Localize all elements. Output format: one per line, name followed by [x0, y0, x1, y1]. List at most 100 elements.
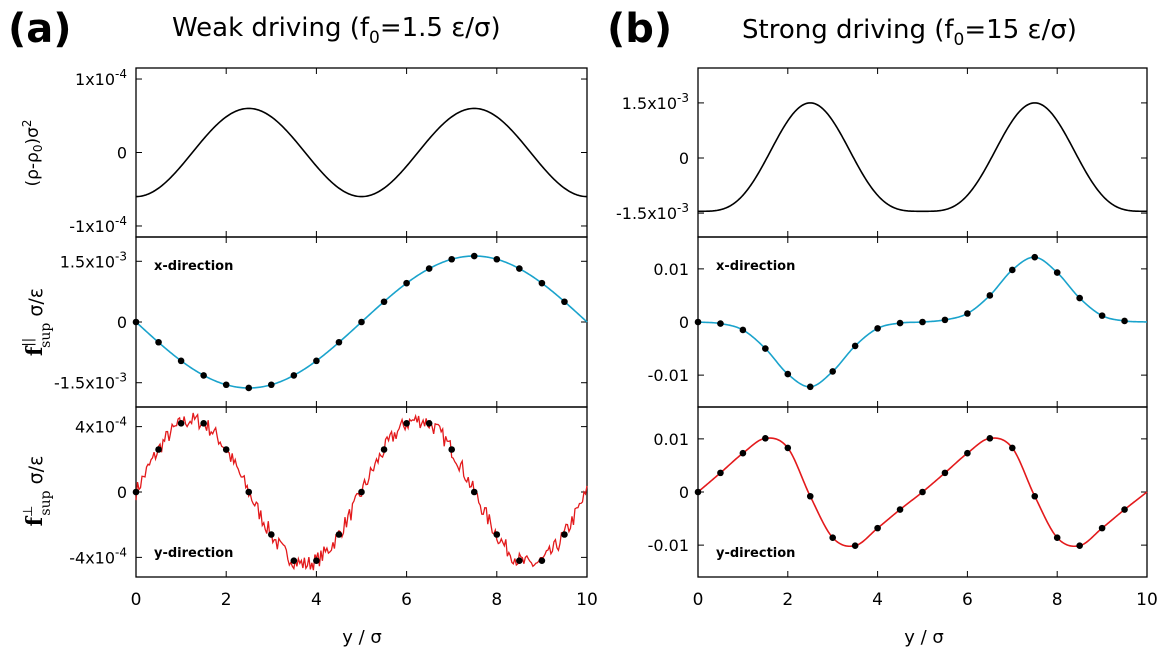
data-point-b-perp-14	[1009, 444, 1016, 452]
ytick-label-a-parallel-1: 0	[117, 313, 127, 332]
data-point-b-perp-19	[1121, 506, 1128, 513]
data-point-a-perp-2	[177, 420, 185, 427]
annotation-b-perp: y-direction	[716, 546, 795, 561]
data-point-a-parallel-9	[335, 338, 343, 346]
data-point-a-parallel-12	[403, 279, 410, 287]
data-point-b-perp-15	[1031, 492, 1039, 500]
xtick-label-b-1: 2	[782, 590, 793, 610]
ytick-label-a-perp-2: -4x10-4	[69, 545, 127, 567]
data-point-b-parallel-14	[1009, 266, 1016, 274]
data-point-b-perp-3	[762, 435, 769, 442]
data-point-b-perp-4	[784, 444, 792, 452]
data-point-a-perp-0	[132, 488, 140, 496]
data-point-b-perp-10	[919, 488, 926, 496]
ytick-label-b-perp-0: 0.01	[653, 430, 689, 449]
data-point-b-perp-18	[1098, 524, 1106, 532]
data-point-b-perp-2	[739, 449, 747, 457]
ytick-label-b-perp-1: 0	[679, 483, 689, 502]
data-point-a-perp-14	[448, 446, 456, 453]
data-point-a-parallel-1	[155, 338, 162, 346]
data-point-a-parallel-7	[290, 372, 298, 379]
data-point-b-parallel-17	[1076, 294, 1083, 302]
data-point-b-parallel-3	[762, 345, 769, 352]
series-line-b-density	[698, 102, 1147, 213]
panel-letter-b: (b)	[607, 6, 672, 52]
xtick-label-a-1: 2	[221, 590, 232, 610]
data-point-a-parallel-6	[268, 381, 275, 389]
data-point-a-parallel-5	[245, 384, 253, 392]
ylabel-parallel: f|| sup σ/ε	[21, 288, 54, 356]
xtick-label-b-2: 4	[872, 590, 883, 610]
data-point-b-perp-5	[806, 492, 814, 500]
data-point-a-perp-11	[380, 446, 388, 453]
data-point-b-parallel-13	[986, 292, 994, 299]
data-point-b-parallel-8	[874, 325, 881, 332]
ytick-label-a-density-2: -1x10-4	[69, 214, 127, 236]
data-point-a-parallel-19	[561, 298, 568, 306]
data-point-b-parallel-2	[739, 326, 747, 334]
panel-title-b: Strong driving (f0=15 ε/σ)	[742, 15, 1077, 50]
data-point-b-parallel-19	[1121, 317, 1128, 325]
ytick-label-b-parallel-2: -0.01	[648, 366, 689, 385]
data-point-a-parallel-10	[358, 318, 365, 326]
data-point-a-parallel-16	[493, 255, 501, 263]
data-point-b-perp-7	[851, 542, 859, 549]
ylabel-density: (ρ-ρ0)σ2	[20, 119, 45, 186]
annotation-a-parallel: x-direction	[154, 259, 233, 274]
data-point-b-perp-1	[717, 469, 724, 477]
series-line-a-density	[135, 107, 588, 198]
data-point-b-perp-9	[896, 506, 904, 513]
data-point-b-parallel-7	[851, 342, 859, 350]
xtick-label-a-2: 4	[311, 590, 322, 610]
data-point-b-parallel-11	[941, 316, 949, 324]
data-point-b-parallel-5	[806, 383, 814, 391]
xtick-label-a-4: 8	[491, 590, 502, 610]
data-point-a-perp-15	[470, 488, 478, 496]
ytick-label-a-density-1: 0	[117, 144, 127, 163]
data-point-b-perp-12	[964, 449, 971, 457]
plot-area: 1x10-4 0 -1x10-4 1.5x10-3 0 -1.5x10-3 x-direct…	[54, 67, 1158, 610]
data-point-a-perp-17	[516, 557, 523, 564]
data-point-a-perp-16	[493, 531, 501, 538]
data-point-b-perp-6	[829, 534, 836, 541]
data-point-b-parallel-1	[717, 320, 724, 327]
data-point-b-parallel-16	[1053, 269, 1061, 276]
data-point-b-parallel-4	[784, 370, 792, 378]
data-point-a-perp-19	[561, 531, 568, 538]
data-point-a-parallel-14	[448, 255, 456, 263]
ytick-label-b-density-1: 0	[679, 149, 689, 168]
data-point-b-parallel-15	[1031, 253, 1039, 261]
xtick-label-b-0: 0	[693, 590, 704, 610]
data-point-a-parallel-0	[132, 318, 140, 326]
ytick-label-b-perp-2: -0.01	[648, 536, 689, 555]
data-point-b-perp-8	[874, 524, 881, 532]
data-point-b-perp-17	[1076, 542, 1083, 549]
data-point-b-perp-0	[694, 488, 702, 496]
data-point-a-perp-18	[538, 557, 546, 564]
xtick-label-a-3: 6	[401, 590, 412, 610]
data-point-b-perp-11	[941, 469, 949, 477]
data-point-b-perp-13	[986, 435, 994, 442]
data-point-a-parallel-4	[222, 381, 230, 389]
xtick-label-b-5: 10	[1136, 590, 1158, 610]
data-point-a-parallel-3	[200, 372, 207, 379]
xtick-label-b-4: 8	[1052, 590, 1063, 610]
data-point-a-perp-4	[222, 446, 230, 453]
data-point-a-perp-5	[245, 488, 253, 496]
data-point-a-parallel-8	[313, 357, 320, 365]
ytick-label-b-density-2: -1.5x10-3	[616, 201, 689, 223]
xlabel-a: y / σ	[342, 627, 382, 648]
ytick-label-b-density-0: 1.5x10-3	[622, 91, 689, 113]
ytick-label-b-parallel-0: 0.01	[653, 260, 689, 279]
ylabel-perp: f⊥ sup σ/ε	[21, 456, 54, 527]
series-line-a-perp	[135, 412, 588, 571]
data-point-b-parallel-6	[829, 368, 836, 375]
panel-title-a: Weak driving (f0=1.5 ε/σ)	[172, 13, 501, 48]
annotation-a-perp: y-direction	[154, 546, 233, 561]
data-point-b-parallel-18	[1098, 312, 1106, 319]
data-point-a-perp-8	[313, 557, 320, 564]
data-point-a-parallel-17	[516, 265, 523, 272]
data-point-a-parallel-13	[425, 265, 433, 272]
data-point-b-perp-16	[1053, 534, 1061, 541]
